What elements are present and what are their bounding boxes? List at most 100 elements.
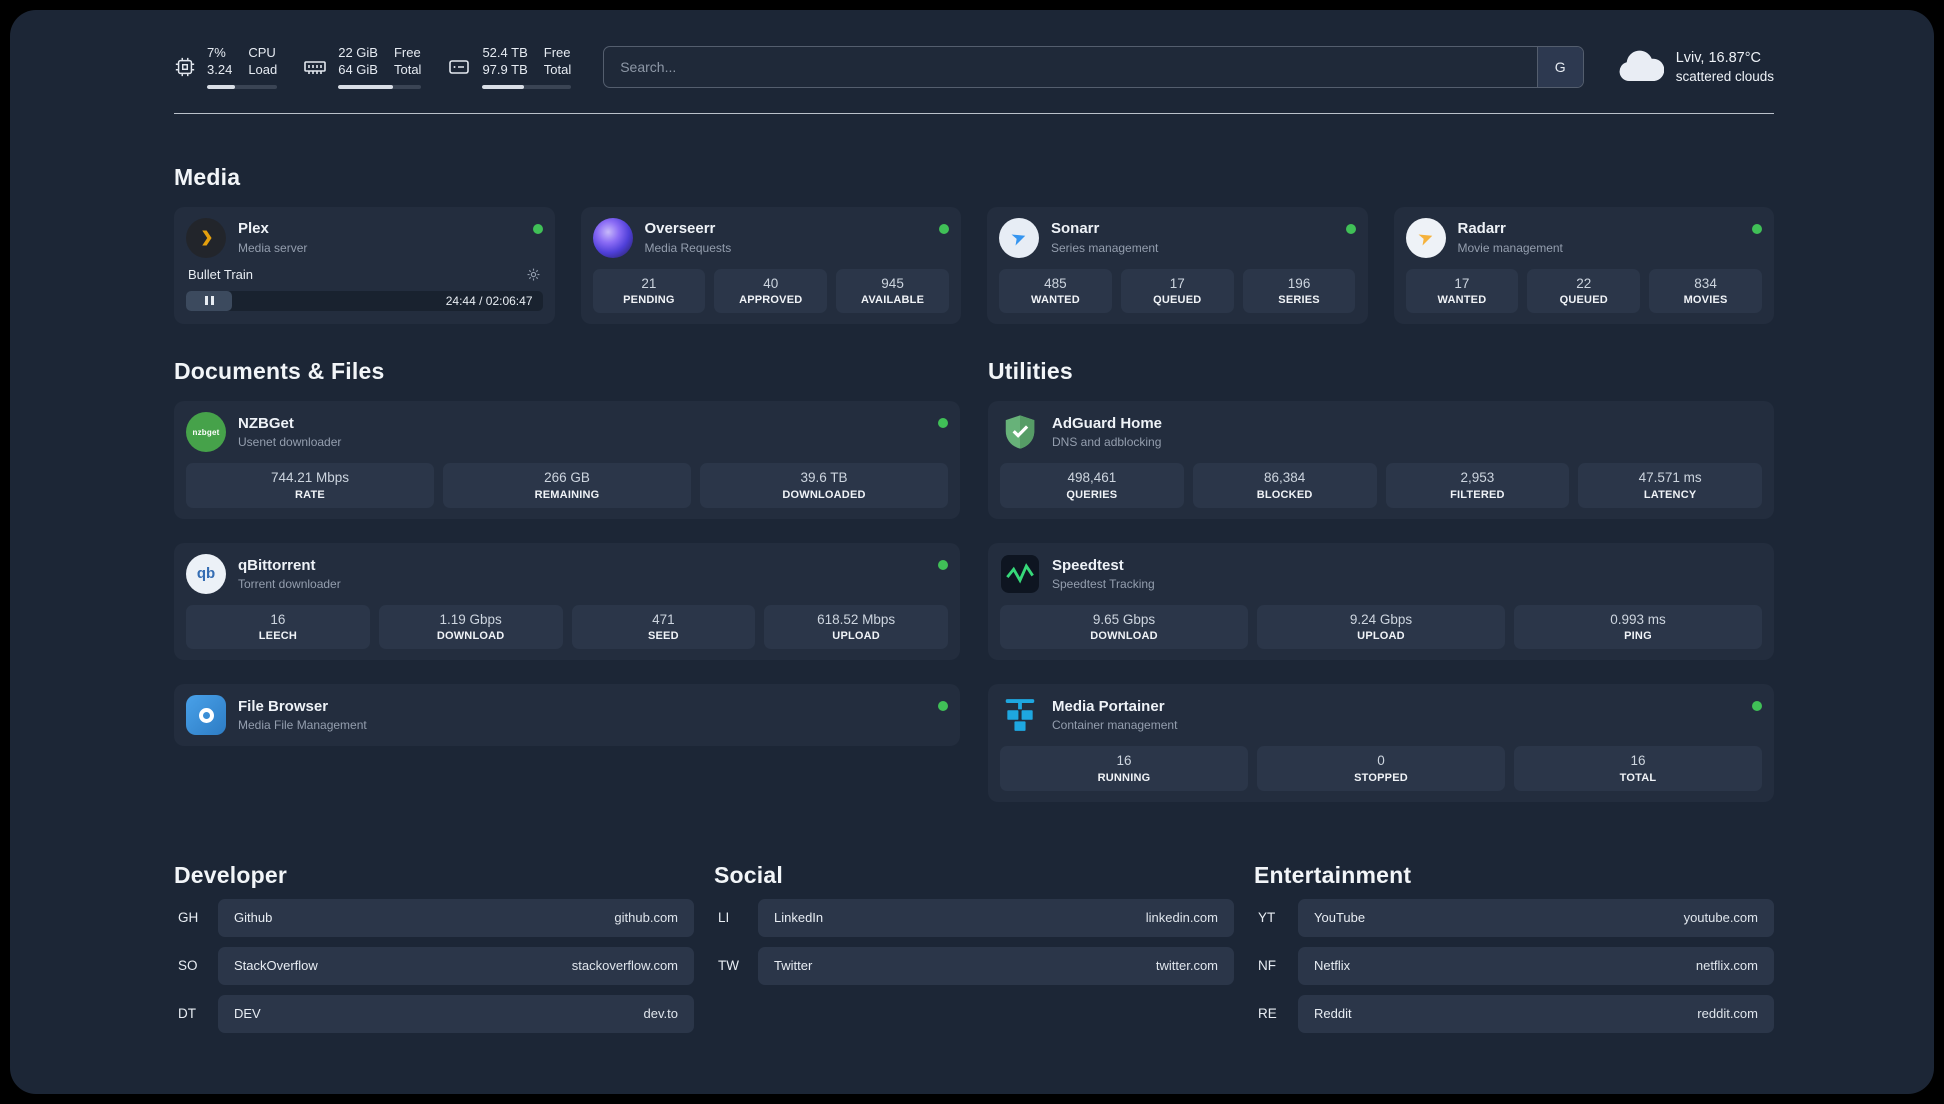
- status-dot: [1752, 701, 1762, 712]
- stat-value: 86,384: [1263, 470, 1306, 486]
- cpu-percent: 7%: [207, 45, 226, 60]
- app-card-portainer[interactable]: Media Portainer Container management 16 …: [988, 684, 1774, 802]
- status-dot: [1345, 223, 1356, 234]
- bookmark-youtube[interactable]: YT YouTube youtube.com: [1254, 898, 1774, 937]
- ram-readout: 22 GiB 64 GiB Free Total: [338, 45, 422, 89]
- stat-value: 0.993 ms: [1610, 611, 1666, 627]
- stat-label: MOVIES: [1683, 294, 1728, 307]
- disk-total-value: 97.9 TB: [482, 62, 528, 78]
- stat-label: PING: [1624, 630, 1652, 643]
- bookmark-dev[interactable]: DT DEV dev.to: [174, 994, 694, 1033]
- app-name: Plex: [238, 220, 269, 238]
- app-card-adguard[interactable]: AdGuard Home DNS and adblocking 498,461 …: [988, 401, 1774, 519]
- overseerr-icon: [592, 217, 633, 258]
- stat-label: WANTED: [1437, 294, 1487, 307]
- app-card-nzbget[interactable]: nzbget NZBGet Usenet downloader 744.21 M…: [174, 401, 960, 519]
- section-title-entertainment: Entertainment: [1254, 861, 1412, 888]
- cpu-label: CPU: [248, 45, 276, 60]
- bookmark-name: Netflix: [1314, 958, 1351, 974]
- stat-value: 16: [1630, 753, 1646, 769]
- bookmark-stackoverflow[interactable]: SO StackOverflow stackoverflow.com: [174, 946, 694, 985]
- adguard-icon: [1000, 412, 1040, 452]
- stat-value: 471: [652, 611, 675, 627]
- stat-tile: 0 STOPPED: [1257, 746, 1505, 791]
- app-name: Overseerr: [644, 220, 716, 238]
- stat-tile: 498,461 QUERIES: [1000, 463, 1184, 508]
- stat-label: DOWNLOADED: [782, 488, 866, 501]
- app-card-sonarr[interactable]: Sonarr Series management 485 WANTED 17 Q…: [987, 206, 1368, 325]
- stat-label: FILTERED: [1450, 488, 1505, 501]
- filebrowser-icon: [186, 695, 226, 736]
- bookmark-linkedin[interactable]: LI LinkedIn linkedin.com: [714, 898, 1234, 937]
- ram-free-label: Free: [393, 45, 421, 60]
- bookmark-name: LinkedIn: [774, 910, 824, 926]
- stat-value: 16: [1116, 753, 1132, 769]
- bookmark-netflix[interactable]: NF Netflix netflix.com: [1254, 946, 1774, 985]
- app-card-speedtest[interactable]: Speedtest Speedtest Tracking 9.65 Gbps D…: [988, 542, 1774, 661]
- status-dot: [938, 559, 948, 570]
- dashboard-page: 7% 3.24 CPU Load: [10, 10, 1934, 1094]
- bookmark-abbr: YT: [1258, 910, 1276, 926]
- nzbget-icon: nzbget: [186, 412, 226, 453]
- stat-tile: 945 AVAILABLE: [836, 268, 949, 314]
- app-name: NZBGet: [238, 414, 294, 432]
- bookmark-name: Github: [234, 910, 273, 926]
- search-input[interactable]: [604, 47, 1537, 88]
- stat-tile: 17 QUEUED: [1120, 268, 1234, 314]
- stat-label: RUNNING: [1097, 771, 1151, 784]
- bookmark-group-developer: Developer GH Github github.com SO StackO…: [174, 862, 694, 1033]
- stat-label: UPLOAD: [832, 630, 880, 643]
- bookmark-url: twitter.com: [1155, 958, 1218, 974]
- stat-tile: 744.21 Mbps RATE: [186, 463, 434, 508]
- bookmark-name: YouTube: [1314, 910, 1366, 926]
- stat-tile: 9.24 Gbps UPLOAD: [1257, 604, 1505, 650]
- topbar-divider: [174, 112, 1774, 114]
- pause-button[interactable]: [186, 290, 232, 311]
- app-card-overseerr[interactable]: Overseerr Media Requests 21 PENDING 40 A…: [580, 206, 961, 325]
- stat-value: 21: [641, 275, 657, 291]
- cpu-widget: 7% 3.24 CPU Load: [174, 45, 278, 89]
- topbar: 7% 3.24 CPU Load: [174, 45, 1774, 89]
- status-dot: [938, 701, 948, 712]
- bookmark-url: youtube.com: [1683, 910, 1758, 926]
- disk-widget: 52.4 TB 97.9 TB Free Total: [447, 45, 572, 89]
- bookmark-reddit[interactable]: RE Reddit reddit.com: [1254, 994, 1774, 1033]
- player-progress-bar[interactable]: 24:44 / 02:06:47: [186, 290, 543, 311]
- stat-tile: 1.19 Gbps DOWNLOAD: [378, 604, 563, 650]
- bookmark-github[interactable]: GH Github github.com: [174, 898, 694, 937]
- stat-value: 618.52 Mbps: [817, 611, 896, 627]
- section-title-media: Media: [174, 163, 241, 190]
- stat-value: 0: [1377, 753, 1385, 769]
- stat-value: 39.6 TB: [800, 470, 848, 486]
- stat-tile: 0.993 ms PING: [1514, 604, 1762, 650]
- disk-progress-bar: [482, 84, 572, 89]
- app-description: Media Requests: [644, 240, 732, 255]
- stat-label: RATE: [295, 488, 325, 501]
- ram-total-value: 64 GiB: [338, 62, 378, 78]
- stat-tile: 2,953 FILTERED: [1385, 463, 1570, 508]
- app-name: AdGuard Home: [1052, 414, 1163, 432]
- app-card-plex[interactable]: Plex Media server Bullet Train 24:44: [174, 206, 555, 325]
- gear-icon[interactable]: [526, 267, 541, 282]
- stat-label: LATENCY: [1643, 488, 1697, 501]
- stat-value: 834: [1694, 275, 1717, 291]
- cloud-icon: [1618, 50, 1664, 84]
- ram-icon: [303, 55, 327, 79]
- app-description: Media File Management: [238, 718, 367, 733]
- app-card-radarr[interactable]: Radarr Movie management 17 WANTED 22 QUE…: [1393, 206, 1774, 325]
- app-description: DNS and adblocking: [1052, 435, 1162, 450]
- app-card-filebrowser[interactable]: File Browser Media File Management: [174, 684, 960, 747]
- stat-value: 40: [763, 275, 779, 291]
- section-documents: Documents & Files nzbget NZBGet Usenet d…: [174, 358, 960, 802]
- bookmark-name: Twitter: [774, 958, 813, 974]
- bookmark-url: netflix.com: [1695, 958, 1758, 974]
- bookmark-twitter[interactable]: TW Twitter twitter.com: [714, 946, 1234, 985]
- stat-value: 945: [881, 275, 904, 291]
- bookmark-abbr: SO: [178, 958, 198, 974]
- app-card-qbittorrent[interactable]: qb qBittorrent Torrent downloader 16 LEE…: [174, 542, 960, 661]
- stat-label: STOPPED: [1354, 771, 1408, 784]
- bookmark-url: linkedin.com: [1145, 910, 1218, 926]
- sonarr-icon: [999, 217, 1039, 258]
- search-engine-button[interactable]: G: [1536, 47, 1583, 88]
- bookmark-abbr: LI: [718, 910, 730, 926]
